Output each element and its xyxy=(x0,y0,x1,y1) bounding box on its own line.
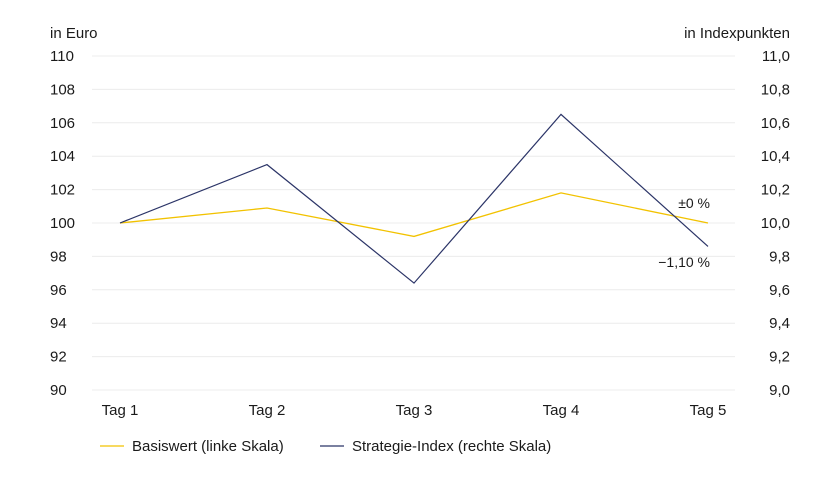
left-tick-label: 108 xyxy=(50,81,75,98)
series-lines xyxy=(119,113,709,284)
left-tick-label: 100 xyxy=(50,215,75,232)
right-tick-label: 10,6 xyxy=(761,115,790,132)
left-axis-title: in Euro xyxy=(50,25,98,42)
left-tick-label: 102 xyxy=(50,182,75,199)
right-tick-label: 10,4 xyxy=(761,148,790,165)
right-tick-label: 9,0 xyxy=(769,382,790,399)
legend-label: Strategie-Index (rechte Skala) xyxy=(352,438,551,455)
x-tick-label: Tag 2 xyxy=(249,402,286,419)
left-tick-label: 96 xyxy=(50,282,67,299)
right-tick-label: 9,8 xyxy=(769,248,790,265)
left-tick-label: 110 xyxy=(50,48,74,65)
right-tick-label: 9,4 xyxy=(769,315,790,332)
left-tick-label: 106 xyxy=(50,115,75,132)
left-tick-label: 98 xyxy=(50,248,67,265)
x-tick-label: Tag 5 xyxy=(690,402,727,419)
right-tick-label: 11,0 xyxy=(762,48,790,65)
right-tick-label: 9,6 xyxy=(769,282,790,299)
legend: Basiswert (linke Skala) Strategie-Index (… xyxy=(100,438,551,455)
basiswert-end-label: ±0 % xyxy=(678,195,710,211)
strategie-index-line xyxy=(119,113,709,284)
gridlines xyxy=(92,55,735,391)
basiswert-line xyxy=(119,192,709,238)
right-tick-label: 9,2 xyxy=(769,349,790,366)
left-tick-label: 90 xyxy=(50,382,67,399)
index-end-label: −1,10 % xyxy=(658,254,710,270)
right-axis-title: in Indexpunkten xyxy=(684,25,790,42)
left-tick-label: 92 xyxy=(50,349,67,366)
left-tick-label: 104 xyxy=(50,148,75,165)
right-tick-label: 10,2 xyxy=(761,182,790,199)
right-tick-label: 10,8 xyxy=(761,81,790,98)
left-tick-label: 94 xyxy=(50,315,67,332)
legend-label: Basiswert (linke Skala) xyxy=(132,438,284,455)
right-axis-ticks: 11,0 10,8 10,6 10,4 10,2 10,0 9,8 9,6 9,4 9,2 9,0 xyxy=(761,48,790,399)
x-axis-ticks: Tag 1 Tag 2 Tag 3 Tag 4 Tag 5 xyxy=(102,402,727,419)
x-tick-label: Tag 1 xyxy=(102,402,139,419)
right-tick-label: 10,0 xyxy=(761,215,790,232)
x-tick-label: Tag 4 xyxy=(543,402,580,419)
left-axis-ticks: 110 108 106 104 102 100 98 96 94 92 90 xyxy=(50,48,75,399)
x-tick-label: Tag 3 xyxy=(396,402,433,419)
